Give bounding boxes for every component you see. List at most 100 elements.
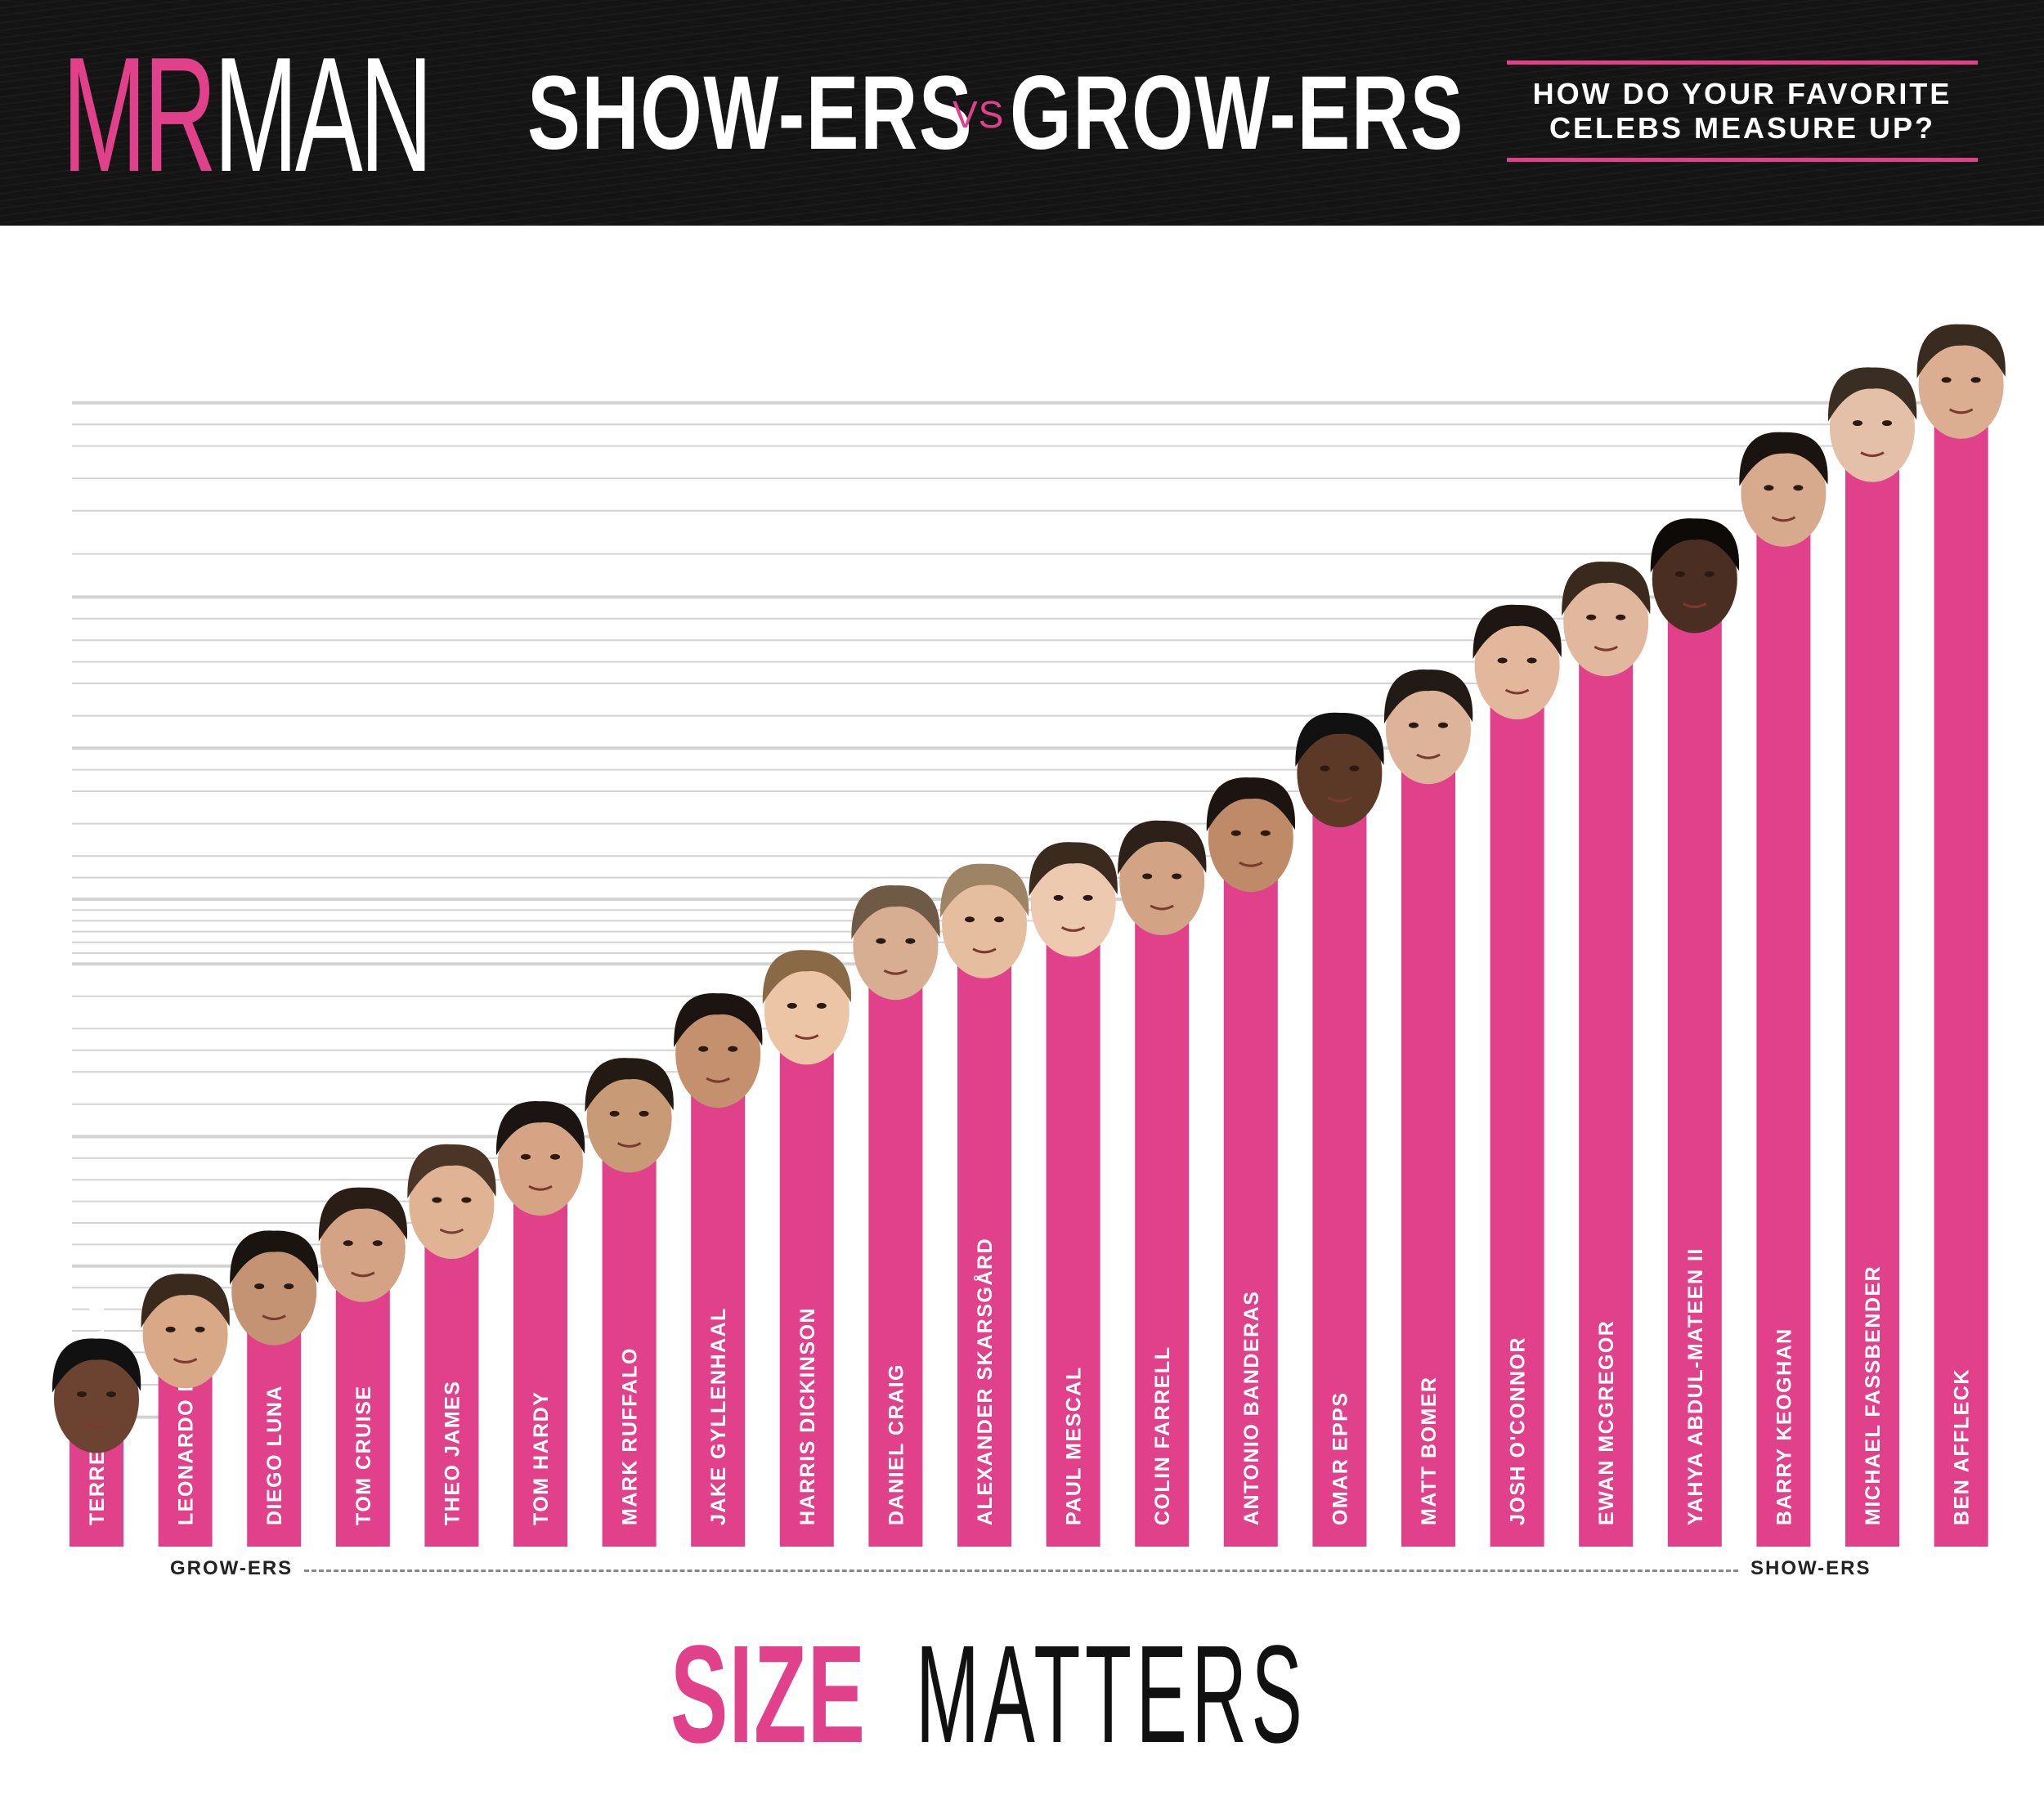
eye-shape [1260, 830, 1271, 836]
mouth-shape [795, 1034, 819, 1040]
celebrity-head-icon [1383, 669, 1473, 785]
mouth-shape [1860, 451, 1885, 458]
face-shape [498, 1108, 583, 1216]
hair-shape [1562, 561, 1651, 616]
celebrity-head-icon [407, 1144, 496, 1259]
bar [691, 1072, 746, 1547]
hair-shape [141, 1274, 230, 1328]
bar [868, 964, 923, 1547]
celebrity-head-icon [851, 884, 940, 1001]
bar-label: PAUL MESCAL [1063, 1366, 1086, 1525]
bar-label: EWAN MCGREGOR [1595, 1320, 1618, 1525]
bar-label: DIEGO LUNA [263, 1385, 286, 1525]
hair-shape [1916, 324, 2006, 378]
mouth-shape [84, 1422, 109, 1429]
mouth-shape [1504, 688, 1530, 695]
face-shape [764, 956, 849, 1065]
face-shape [409, 1151, 495, 1259]
eye-shape [1142, 873, 1153, 880]
bar [1667, 597, 1722, 1547]
mouth-shape [616, 1142, 642, 1148]
hair-shape [318, 1187, 408, 1242]
bar [1046, 920, 1100, 1547]
eye-shape [1083, 894, 1093, 901]
celebrity-head-icon [1472, 604, 1562, 719]
eye-shape [876, 938, 886, 944]
mouth-shape [1594, 645, 1618, 652]
eye-shape [1409, 722, 1419, 728]
eye-shape [1704, 571, 1715, 577]
eye-shape [1853, 420, 1862, 427]
bar-label: COLIN FARRELL [1151, 1346, 1174, 1526]
hair-shape [407, 1144, 496, 1198]
hair-shape [939, 863, 1029, 918]
bar [1756, 510, 1811, 1547]
face-shape [1030, 849, 1116, 957]
eye-shape [905, 938, 916, 944]
eye-shape [1053, 894, 1064, 901]
hair-shape [1029, 842, 1118, 897]
face-shape [853, 892, 939, 1001]
logo-man: MAN [213, 24, 433, 206]
header-banner: MRMAN SHOW-ERS VS GROW-ERS HOW DO YOUR F… [0, 0, 2044, 226]
celebrity-head-icon [230, 1230, 319, 1346]
face-shape [1119, 827, 1205, 935]
bar-label: MATT BOMER [1418, 1376, 1441, 1525]
bar-label: HARRIS DICKINSON [796, 1307, 819, 1525]
hair-shape [585, 1058, 674, 1113]
title-showers: SHOW-ERS [527, 55, 974, 172]
eye-shape [1586, 614, 1597, 620]
eye-shape [1793, 485, 1804, 491]
eye-shape [1526, 657, 1537, 664]
mouth-shape [706, 1077, 730, 1083]
celebrity-head-icon [585, 1058, 674, 1173]
bar-label: YAHYA ABDUL-MATEEN II [1684, 1247, 1707, 1525]
eye-shape [343, 1240, 353, 1247]
hair-shape [1118, 820, 1207, 875]
eye-shape [1941, 377, 1952, 383]
bar [1490, 683, 1544, 1547]
celebrity-head-icon [1650, 518, 1740, 634]
mouth-shape [528, 1184, 553, 1191]
mouth-shape [1416, 753, 1441, 759]
celebrity-head-icon [939, 863, 1029, 978]
axis-label-showers: SHOW-ERS [1750, 1557, 1871, 1579]
eye-shape [165, 1326, 176, 1332]
eye-shape [1172, 873, 1182, 880]
hair-shape [762, 950, 852, 1005]
face-shape [1208, 784, 1293, 893]
celebrity-head-icon [674, 992, 763, 1108]
eye-shape [728, 1046, 738, 1052]
mouth-shape [1948, 408, 1974, 414]
hair-shape [230, 1230, 319, 1285]
celebrity-head-icon [762, 950, 852, 1065]
celebrity-head-icon [1562, 561, 1651, 677]
eye-shape [1438, 722, 1448, 728]
title-vs: VS [953, 93, 1005, 136]
face-shape [1652, 525, 1737, 634]
hair-shape [1295, 712, 1384, 767]
bar-label: DANIEL CRAIG [885, 1364, 908, 1525]
face-shape [1918, 330, 2004, 439]
mrman-logo: MRMAN [62, 29, 433, 201]
axis-label-growers: GROW-ERS [170, 1557, 294, 1579]
bar [1312, 791, 1367, 1547]
bar-label: BARRY KEOGHAN [1773, 1328, 1795, 1525]
hair-shape [1472, 604, 1562, 659]
tagline-box: HOW DO YOUR FAVORITE CELEBS MEASURE UP? [1507, 60, 1978, 162]
celebrity-head-icon [1827, 367, 1917, 482]
eye-shape [787, 1002, 797, 1009]
bar-label: BEN AFFLECK [1951, 1368, 1974, 1525]
face-shape [1830, 374, 1915, 482]
mouth-shape [1150, 904, 1174, 911]
eye-shape [77, 1391, 87, 1398]
eye-shape [698, 1046, 709, 1052]
eye-shape [1970, 377, 1981, 383]
face-shape [1474, 611, 1560, 719]
celebrity-head-icon [1916, 324, 2006, 439]
face-shape [1563, 568, 1649, 677]
logo-mr: MR [62, 24, 217, 206]
hair-shape [1206, 777, 1296, 832]
eye-shape [1497, 657, 1508, 664]
